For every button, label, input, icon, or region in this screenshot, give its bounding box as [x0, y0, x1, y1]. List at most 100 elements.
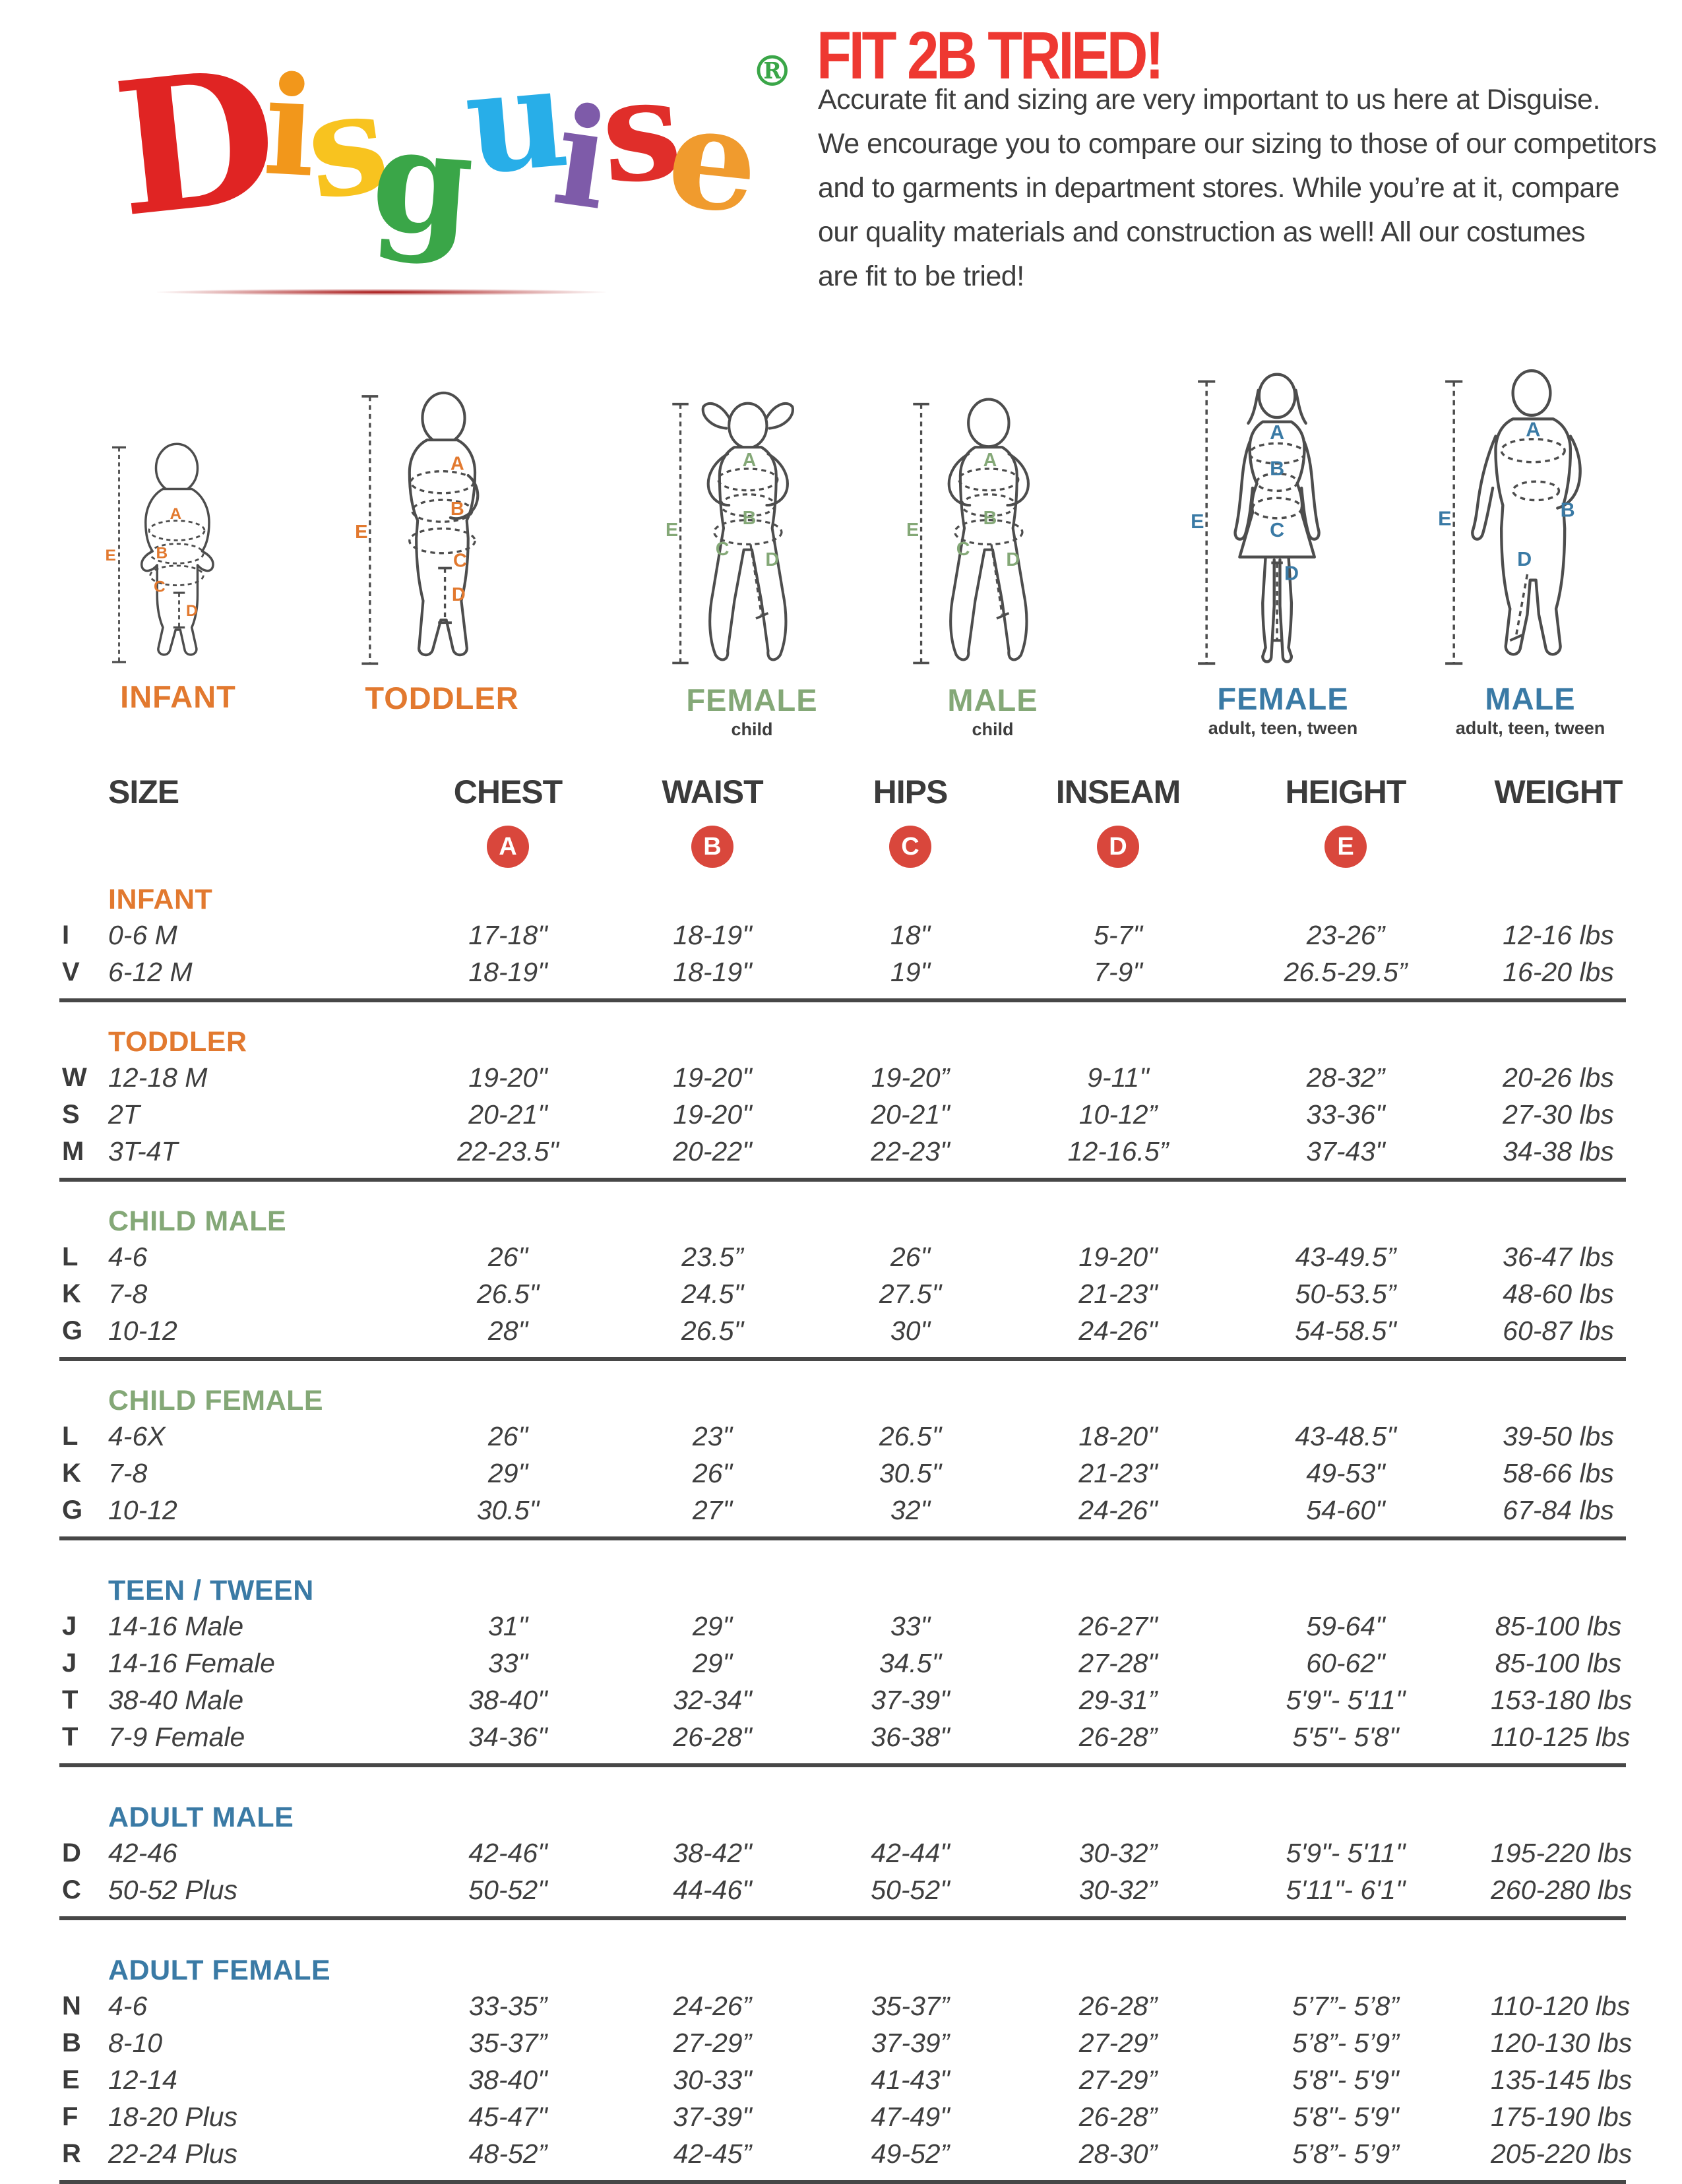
row-chest: 26" [487, 1420, 528, 1451]
size-table: SIZE CHEST WAIST HIPS INSEAM HEIGHT WEIG… [59, 770, 1633, 2184]
column-header-chest: CHEST [453, 774, 563, 810]
row-hips: 22-23" [871, 1136, 950, 1167]
mark-waist: B [1270, 457, 1284, 479]
mark-height: E [906, 520, 919, 541]
figure-sublabel: adult, teen, tween [1455, 718, 1605, 738]
figure-male-adult: A B D E MALE adult, teen, tween [1425, 361, 1636, 739]
row-weight: 20-26 lbs [1503, 1062, 1614, 1093]
row-chest: 42-46" [468, 1837, 547, 1868]
row-code: C [62, 1875, 81, 1904]
table-row: G 10-12 28" 26.5" 30" 24-26" 54-58.5" 60-87 lbs [59, 1312, 1626, 1349]
row-chest: 38-40" [468, 2064, 547, 2095]
intro-line: We encourage you to compare our sizing t… [818, 128, 1657, 160]
row-code: W [62, 1062, 87, 1092]
mark-hips: C [453, 550, 467, 571]
figure-sublabel: child [731, 719, 773, 739]
row-code: S [62, 1099, 80, 1129]
section-heading: ADULT FEMALE [108, 1954, 331, 1986]
row-inseam: 18-20" [1078, 1420, 1158, 1451]
mark-chest: A [170, 505, 182, 523]
row-hips: 26.5" [879, 1420, 942, 1451]
figure-male-child: A B C D E MALE child [887, 382, 1098, 740]
row-waist: 19-20" [673, 1099, 752, 1130]
row-code: I [62, 920, 70, 950]
mark-inseam: D [186, 602, 198, 620]
row-hips: 50-52" [871, 1874, 950, 1905]
row-inseam: 27-29” [1078, 2027, 1158, 2058]
intro-line: our quality materials and construction a… [818, 216, 1586, 248]
row-code: F [62, 2102, 78, 2131]
section-divider [59, 1178, 1626, 1182]
row-size: 10-12 [108, 1315, 177, 1346]
row-code: T [62, 1685, 78, 1714]
section-adult-female: ADULT FEMALE N 4-6 33-35” 24-26” 35-37” 26-28… [59, 1953, 1633, 2184]
row-chest: 17-18" [468, 919, 547, 950]
row-code: J [62, 1648, 77, 1678]
row-chest: 31" [487, 1610, 528, 1641]
mark-height: E [666, 520, 678, 541]
section-divider [59, 998, 1626, 1002]
column-header-height: HEIGHT [1285, 774, 1407, 810]
row-inseam: 30-32” [1078, 1837, 1158, 1868]
row-height: 33-36" [1306, 1099, 1385, 1130]
row-weight: 110-125 lbs [1491, 1721, 1631, 1752]
mark-inseam: D [765, 549, 779, 570]
row-height: 26.5-29.5” [1284, 956, 1408, 987]
row-hips: 30" [890, 1315, 931, 1346]
row-size: 7-8 [108, 1278, 148, 1309]
row-code: L [62, 1421, 78, 1451]
figure-female-adult: A B C D E FEMALE adult, teen, tween [1177, 361, 1388, 739]
row-size: 12-14 [108, 2064, 177, 2095]
row-hips: 36-38" [871, 1721, 950, 1752]
mark-hips: C [1270, 519, 1284, 541]
row-hips: 35-37” [871, 1990, 950, 2021]
row-weight: 120-130 lbs [1491, 2027, 1633, 2058]
figure-label: INFANT [120, 679, 236, 714]
row-hips: 33" [890, 1610, 931, 1641]
row-hips: 37-39” [871, 2027, 950, 2058]
row-chest: 28" [487, 1315, 528, 1346]
table-header-row: SIZE CHEST WAIST HIPS INSEAM HEIGHT WEIG… [59, 770, 1626, 814]
table-row: I 0-6 M 17-18" 18-19" 18" 5-7" 23-26” 12-16 lbs [59, 917, 1626, 954]
badge-e-icon: E [1324, 826, 1367, 868]
row-waist: 26-28" [673, 1721, 752, 1752]
mark-waist: B [1561, 499, 1575, 522]
row-weight: 27-30 lbs [1503, 1099, 1614, 1130]
logo-letter: D [106, 27, 287, 258]
row-waist: 32-34" [673, 1684, 752, 1715]
row-hips: 19" [890, 956, 931, 987]
section-divider [59, 1357, 1626, 1361]
row-chest: 34-36" [468, 1721, 547, 1752]
row-height: 5’8”- 5’9” [1292, 2138, 1399, 2169]
row-size: 7-8 [108, 1457, 148, 1488]
table-row: G 10-12 30.5" 27" 32" 24-26" 54-60" 67-84 lbs [59, 1492, 1626, 1529]
logo-letter: e [660, 73, 766, 246]
row-waist: 23" [692, 1420, 733, 1451]
intro-paragraph: Accurate fit and sizing are very importa… [818, 78, 1662, 299]
badge-a-icon: A [487, 826, 529, 868]
row-height: 5'11"- 6'1" [1286, 1874, 1406, 1905]
section-divider [59, 2180, 1626, 2184]
column-header-inseam: INSEAM [1055, 774, 1181, 810]
row-size: 0-6 M [108, 919, 177, 950]
row-weight: 67-84 lbs [1503, 1494, 1614, 1525]
badge-b-icon: B [691, 826, 733, 868]
row-inseam: 7-9" [1094, 956, 1142, 987]
row-chest: 38-40" [468, 1684, 547, 1715]
registered-trademark-icon: ® [751, 47, 794, 96]
row-waist: 29" [692, 1610, 733, 1641]
section-adult-male: ADULT MALE D 42-46 42-46" 38-42" 42-44" 30-32… [59, 1800, 1632, 1920]
table-row: F 18-20 Plus 45-47" 37-39" 47-49" 26-28” 5'8"-… [59, 2098, 1632, 2135]
mark-hips: C [154, 578, 166, 595]
row-code: R [62, 2138, 81, 2168]
row-hips: 37-39" [871, 1684, 950, 1715]
row-waist: 44-46" [673, 1874, 752, 1905]
row-inseam: 21-23" [1078, 1278, 1158, 1309]
section-divider [59, 1763, 1626, 1767]
row-inseam: 12-16.5” [1067, 1136, 1169, 1167]
row-weight: 85-100 lbs [1495, 1610, 1622, 1641]
mark-chest: A [983, 450, 997, 471]
disguise-logo: Disguise® [106, 27, 794, 270]
row-size: 42-46 [108, 1837, 177, 1868]
